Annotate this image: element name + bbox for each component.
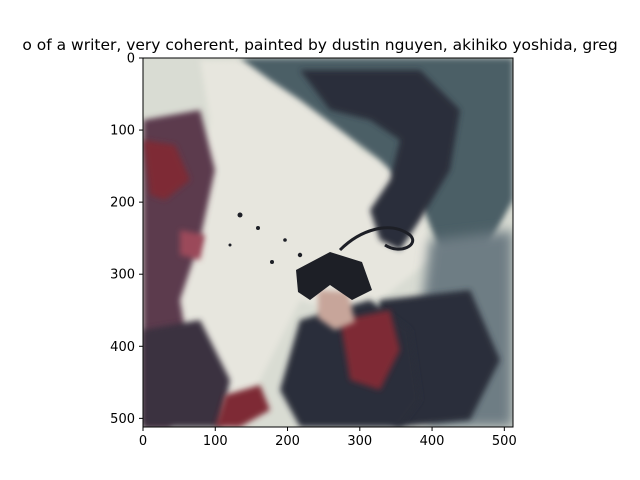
image-character-face — [318, 290, 355, 330]
axes-frame — [142, 57, 514, 428]
image-display — [143, 58, 513, 427]
y-tick-label: 500 — [110, 412, 135, 427]
y-axis: 0 100 200 300 400 500 — [110, 52, 143, 427]
x-tick-label: 400 — [420, 434, 445, 449]
image-bottom-left-dark — [143, 320, 230, 427]
y-tick-label: 200 — [110, 196, 135, 211]
y-tick-label: 400 — [110, 340, 135, 355]
image-ink-line — [338, 226, 414, 252]
x-tick-label: 200 — [275, 434, 300, 449]
x-tick-label: 100 — [203, 434, 228, 449]
image-bottom-rose — [215, 385, 270, 427]
image-splatter — [228, 243, 232, 247]
x-tick-label: 0 — [139, 434, 147, 449]
x-axis: 0 100 200 300 400 500 — [139, 427, 517, 449]
y-tick-label: 100 — [110, 124, 135, 139]
image-left-crimson — [143, 140, 190, 200]
image-left-rose — [180, 230, 205, 260]
x-tick-label: 300 — [347, 434, 372, 449]
image-splatter — [256, 226, 260, 230]
image-character-hair — [296, 252, 372, 300]
chart-title: o of a writer, very coherent, painted by… — [22, 36, 617, 54]
image-splatter — [283, 238, 287, 242]
image-ink-dark-swirl — [300, 70, 460, 250]
y-tick-label: 300 — [110, 268, 135, 283]
x-tick-label: 500 — [492, 434, 517, 449]
image-splatter — [237, 212, 243, 218]
image-splatter — [270, 260, 274, 264]
image-paper-region — [170, 60, 430, 420]
image-splatter — [297, 252, 303, 258]
image-character-red-outfit — [340, 310, 400, 390]
y-tick-label: 0 — [127, 52, 135, 67]
